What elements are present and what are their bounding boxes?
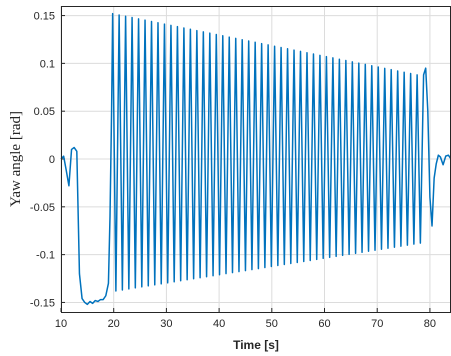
y-axis-label: Yaw angle [rad] [8, 111, 24, 207]
y-tick-label: 0.15 [34, 11, 55, 23]
x-tick-label: 50 [266, 318, 278, 330]
y-tick-label: -0.15 [30, 297, 55, 309]
y-tick-label: 0 [49, 154, 55, 166]
x-tick-label: 10 [55, 318, 67, 330]
yaw-angle-series-line [60, 12, 451, 306]
y-tick-label: -0.05 [30, 202, 55, 214]
x-tick-label: 60 [318, 318, 330, 330]
x-tick-label: 30 [160, 318, 172, 330]
plot-area [60, 12, 451, 306]
x-tick-label: 40 [213, 318, 225, 330]
y-tick-label: 0.1 [40, 58, 55, 70]
x-axis-label: Time [s] [233, 338, 279, 352]
x-tick-label: 20 [108, 318, 120, 330]
x-tick-labels: 10 20 30 40 50 60 70 80 [55, 318, 436, 330]
y-tick-label: -0.1 [36, 250, 55, 262]
y-tick-labels: -0.15 -0.1 -0.05 0 0.05 0.1 0.15 [30, 11, 55, 310]
x-tick-label: 80 [424, 318, 436, 330]
y-tick-label: 0.05 [34, 106, 55, 118]
x-tick-label: 70 [371, 318, 383, 330]
